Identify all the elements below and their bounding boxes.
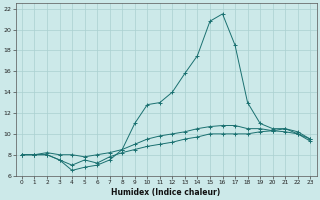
X-axis label: Humidex (Indice chaleur): Humidex (Indice chaleur)	[111, 188, 221, 197]
